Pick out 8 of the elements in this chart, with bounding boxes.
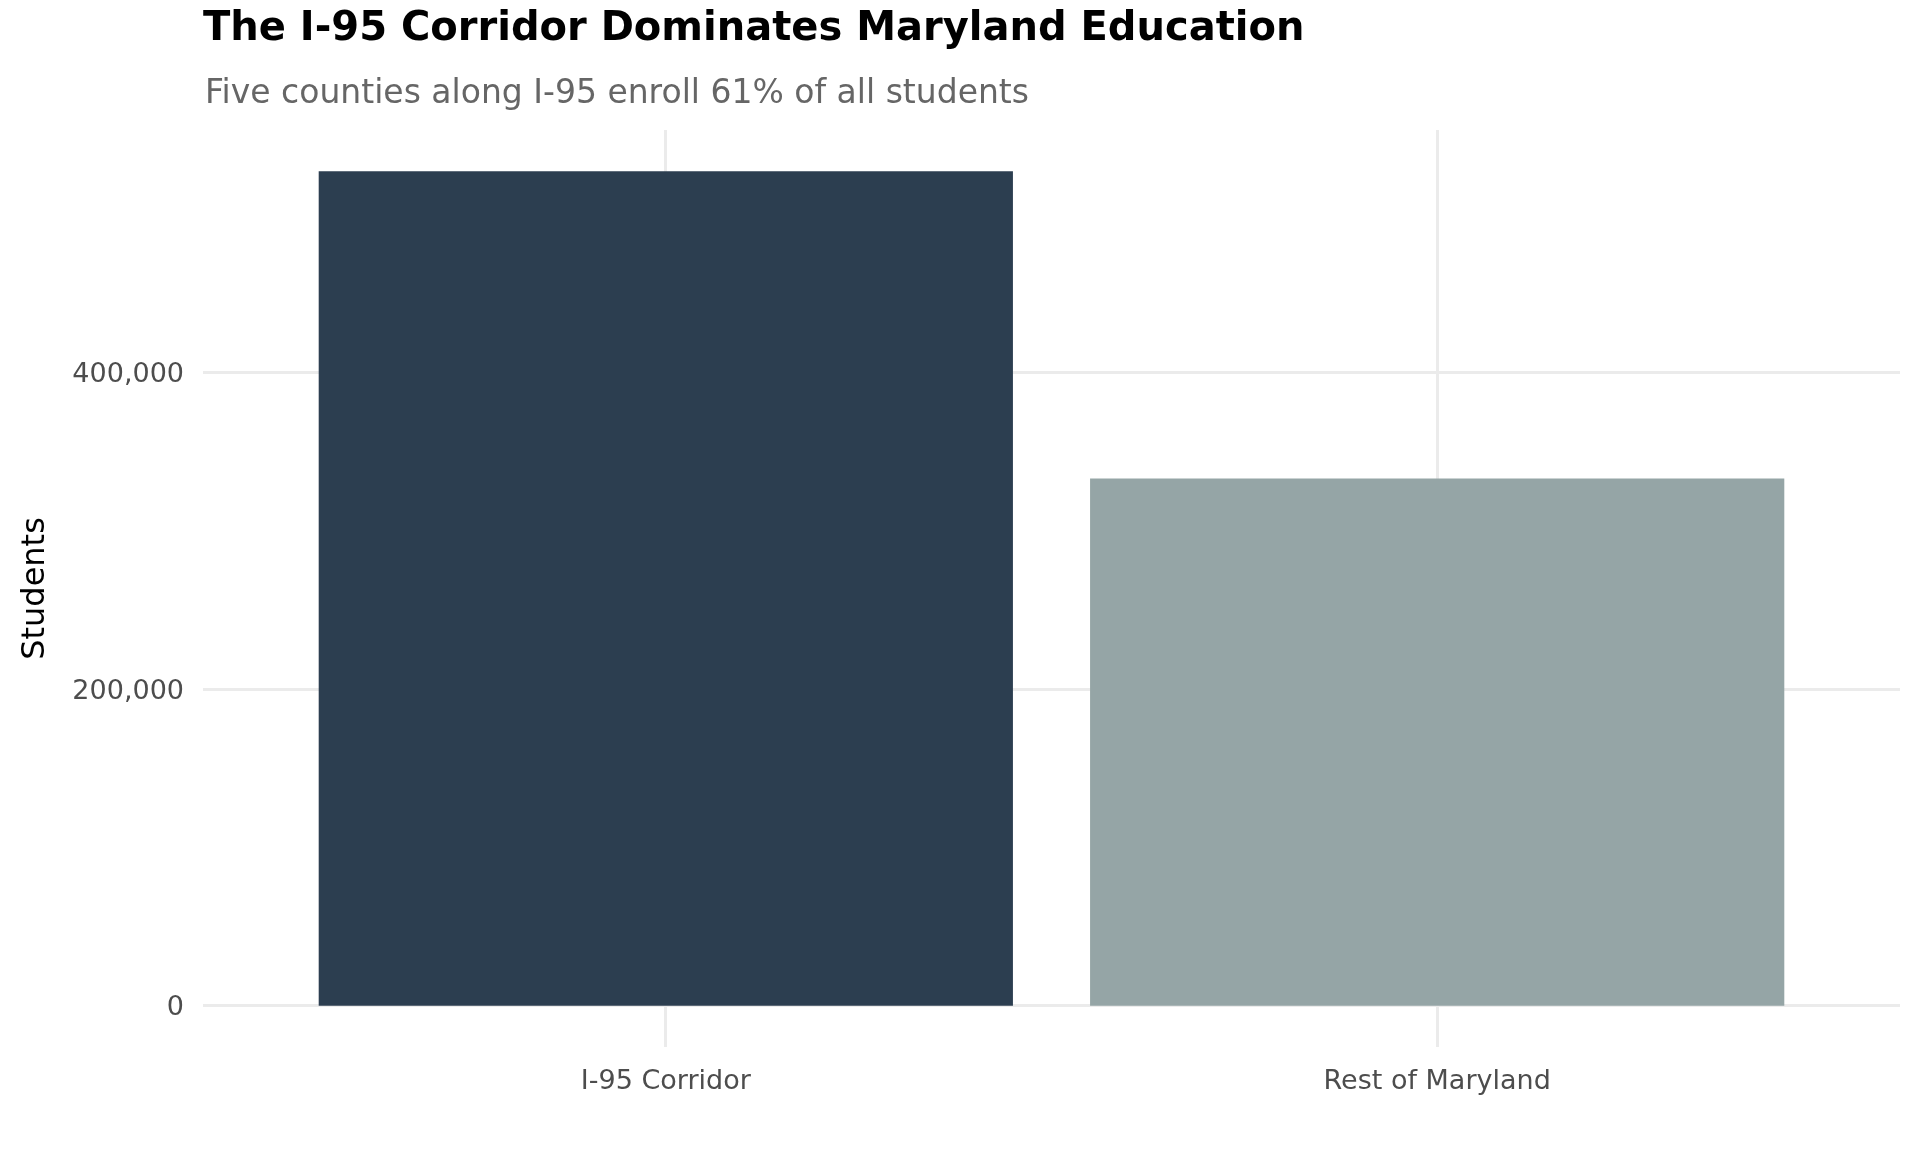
y-tick-label: 200,000 (72, 673, 184, 705)
y-axis-title: Students (13, 517, 52, 660)
x-tick-label: Rest of Maryland (1323, 1064, 1551, 1095)
chart-subtitle: Five counties along I-95 enroll 61% of all students (205, 72, 1029, 111)
y-tick-label: 0 (166, 990, 184, 1022)
chart-title: The I-95 Corridor Dominates Maryland Education (203, 3, 1305, 49)
y-tick-label: 400,000 (72, 356, 184, 388)
x-tick-label: I-95 Corridor (580, 1064, 752, 1095)
